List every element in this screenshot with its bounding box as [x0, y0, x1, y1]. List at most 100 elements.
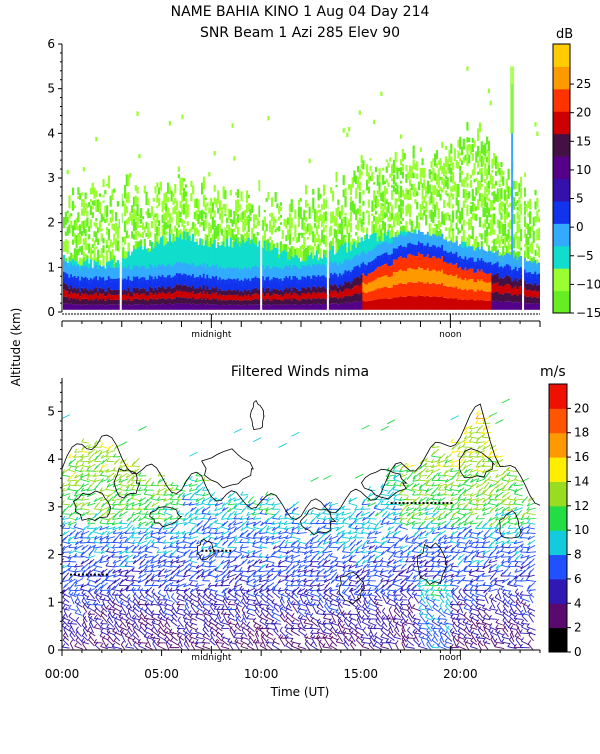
wind-barb — [112, 497, 122, 501]
snr-cell-weak — [158, 198, 160, 206]
wind-barb — [81, 531, 89, 535]
snr-cell-weak — [421, 158, 423, 165]
snr-cell-weak — [341, 205, 343, 216]
snr-cell-weak — [484, 179, 486, 183]
snr-data-gap — [522, 44, 524, 312]
snr-cell-weak — [400, 134, 402, 138]
snr-cell-weak — [115, 212, 117, 221]
snr-cell-weak — [294, 209, 296, 218]
snr-cell-weak — [102, 195, 104, 198]
wind-barb — [184, 573, 191, 577]
snr-cell-weak — [178, 166, 180, 171]
snr-cell-weak — [416, 161, 418, 170]
wind-barb — [69, 550, 75, 554]
wind-barb — [260, 583, 266, 589]
snr-cell-weak — [488, 89, 490, 93]
wind-barb — [152, 502, 159, 507]
snr-cell-weak — [85, 229, 87, 236]
snr-cell-weak — [335, 172, 337, 182]
snr-cell-weak — [240, 191, 242, 201]
snr-colorbar-swatch — [553, 201, 570, 224]
snr-cell-weak — [452, 194, 454, 200]
wind-barb — [329, 502, 338, 506]
wind-barb — [139, 472, 147, 476]
snr-colorbar-swatch — [553, 89, 570, 112]
wind-barb — [228, 531, 235, 536]
snr-colorbar-swatch — [553, 134, 570, 157]
snr-cell-weak — [445, 227, 447, 231]
snr-cell-weak — [529, 199, 531, 210]
wind-barb — [82, 483, 89, 487]
wind-barb — [228, 601, 235, 605]
wind-barb — [350, 544, 355, 550]
snr-cell-weak — [359, 205, 361, 216]
snr-cell-weak — [386, 213, 388, 217]
wind-barb — [228, 501, 235, 505]
snr-y-tick-label: 6 — [47, 37, 55, 51]
snr-cell-weak — [332, 191, 334, 201]
snr-cell-weak — [305, 185, 307, 194]
snr-colorbar-tick-label: 10 — [576, 163, 591, 177]
wind-barb — [146, 501, 151, 507]
snr-cell-weak — [92, 206, 94, 209]
wind-barb — [176, 521, 186, 525]
snr-cell-weak — [187, 221, 189, 226]
snr-cell-weak — [472, 153, 474, 161]
snr-cell-weak — [300, 207, 302, 219]
wind-barb — [274, 582, 279, 588]
wind-barb — [325, 635, 330, 647]
snr-cell-weak — [531, 226, 533, 232]
snr-colorbar-swatch — [553, 66, 570, 89]
wind-barb — [343, 540, 350, 545]
snr-cell-weak — [529, 211, 531, 224]
wind-barb — [221, 610, 229, 614]
wind-barb — [63, 531, 70, 536]
snr-cell-weak — [224, 190, 226, 199]
snr-cell-weak — [307, 204, 309, 206]
snr-cell-weak — [452, 210, 454, 222]
snr-y-tick-label: 4 — [47, 126, 55, 140]
wind-barb — [184, 569, 189, 574]
wind-barb — [209, 560, 215, 564]
wind-barb — [62, 501, 70, 505]
wind-barb — [208, 610, 217, 616]
wind-barb — [191, 525, 196, 531]
snr-cell-weak — [500, 162, 502, 167]
wind-barb — [215, 512, 222, 517]
wind-barb — [310, 624, 318, 629]
snr-cell-weak — [233, 228, 235, 231]
wind-barb — [292, 548, 299, 553]
snr-cell-weak — [280, 207, 282, 211]
wind-barb — [125, 562, 134, 567]
snr-cell-weak — [128, 243, 130, 252]
snr-cell-weak — [500, 213, 502, 220]
snr-cell-weak — [400, 221, 402, 224]
wind-barb — [215, 639, 223, 643]
wind-barb — [227, 574, 236, 578]
wind-barb — [114, 534, 120, 541]
snr-colorbar-swatch — [553, 156, 570, 179]
snr-cell-weak — [348, 233, 350, 243]
snr-cell-weak — [470, 180, 472, 188]
snr-cell-weak — [439, 194, 441, 201]
wind-barb — [221, 633, 230, 640]
wind-barb — [297, 543, 306, 548]
snr-cell-weak — [538, 217, 540, 222]
snr-cell-weak — [67, 170, 69, 174]
wind-barb — [94, 505, 101, 509]
snr-cell-weak — [420, 147, 422, 151]
wind-barb — [223, 564, 228, 569]
snr-cell-weak — [344, 235, 346, 238]
snr-cell-weak — [142, 232, 144, 238]
snr-cell-weak — [280, 222, 282, 225]
wind-barb — [247, 530, 254, 537]
snr-cell-weak — [318, 204, 320, 208]
snr-cell-weak — [468, 191, 470, 198]
snr-cell-weak — [538, 246, 540, 258]
snr-cell-weak — [169, 121, 171, 125]
snr-cell-weak — [275, 219, 277, 223]
wind-barb — [297, 530, 307, 534]
snr-cell-weak — [405, 221, 407, 232]
snr-cell-weak — [355, 232, 357, 235]
wind-barb — [234, 548, 242, 554]
